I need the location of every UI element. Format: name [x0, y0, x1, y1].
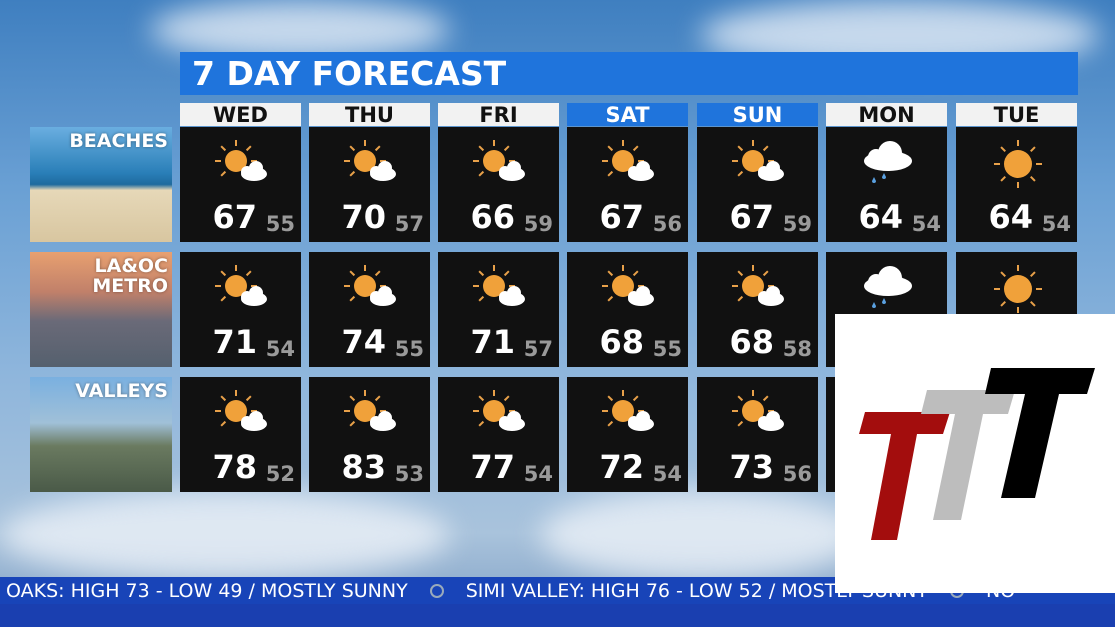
high-temp: 68 [729, 323, 774, 361]
partly-sunny-icon [602, 390, 654, 431]
partly-sunny-icon [215, 140, 267, 181]
forecast-title: 7 DAY FORECAST [180, 52, 1078, 95]
forecast-cell: 77 54 [438, 377, 559, 492]
high-temp: 77 [470, 448, 515, 486]
low-temp: 55 [394, 337, 424, 361]
partly-sunny-icon [473, 140, 525, 181]
high-temp: 67 [729, 198, 774, 236]
bottom-bar [0, 604, 1115, 627]
low-temp: 54 [265, 337, 295, 361]
ttt-logo [835, 314, 1115, 593]
forecast-cell: 83 53 [309, 377, 430, 492]
low-temp: 57 [523, 337, 553, 361]
forecast-cell: 64 54 [826, 127, 947, 242]
partly-sunny-icon [732, 390, 784, 431]
forecast-cell: 71 57 [438, 252, 559, 367]
day-header-fri: FRI [438, 103, 559, 127]
forecast-cell: 68 55 [567, 252, 688, 367]
rain-cloud-icon [864, 141, 912, 183]
low-temp: 54 [523, 462, 553, 486]
forecast-cell: 67 56 [567, 127, 688, 242]
low-temp: 53 [394, 462, 424, 486]
high-temp: 70 [341, 198, 386, 236]
day-header-wed: WED [180, 103, 301, 127]
high-temp: 66 [470, 198, 515, 236]
partly-sunny-icon [602, 265, 654, 306]
region-0: BEACHES [30, 127, 172, 242]
sun-icon [994, 140, 1042, 188]
forecast-cell: 72 54 [567, 377, 688, 492]
partly-sunny-icon [215, 390, 267, 431]
partly-sunny-icon [344, 140, 396, 181]
cbs-eye-icon [429, 584, 444, 598]
high-temp: 67 [212, 198, 257, 236]
high-temp: 71 [470, 323, 515, 361]
low-temp: 54 [652, 462, 682, 486]
low-temp: 56 [652, 212, 682, 236]
ticker-item: SIMI VALLEY: HIGH 76 - LOW 52 / MOSTLY S… [465, 580, 929, 602]
low-temp: 59 [523, 212, 553, 236]
day-header-sat: SAT [567, 103, 688, 127]
rain-cloud-icon [864, 266, 912, 308]
forecast-cell: 70 57 [309, 127, 430, 242]
high-temp: 78 [212, 448, 257, 486]
partly-sunny-icon [344, 390, 396, 431]
forecast-cell: 67 55 [180, 127, 301, 242]
low-temp: 55 [652, 337, 682, 361]
low-temp: 58 [782, 337, 812, 361]
forecast-cell: 64 54 [956, 127, 1077, 242]
high-temp: 74 [341, 323, 386, 361]
day-header-mon: MON [826, 103, 947, 127]
low-temp: 52 [265, 462, 295, 486]
high-temp: 68 [599, 323, 644, 361]
forecast-cell: 68 58 [697, 252, 818, 367]
ticker-item: OAKS: HIGH 73 - LOW 49 / MOSTLY SUNNY [6, 580, 408, 602]
forecast-cell: 74 55 [309, 252, 430, 367]
high-temp: 64 [988, 198, 1033, 236]
low-temp: 54 [911, 212, 941, 236]
region-label: VALLEYS [75, 380, 168, 402]
partly-sunny-icon [473, 390, 525, 431]
partly-sunny-icon [215, 265, 267, 306]
high-temp: 73 [729, 448, 774, 486]
day-header-sun: SUN [697, 103, 818, 127]
partly-sunny-icon [473, 265, 525, 306]
low-temp: 54 [1041, 212, 1071, 236]
partly-sunny-icon [344, 265, 396, 306]
day-header-tue: TUE [956, 103, 1077, 127]
region-2: VALLEYS [30, 377, 172, 492]
partly-sunny-icon [602, 140, 654, 181]
region-1: LA&OC METRO [30, 252, 172, 367]
sun-icon [994, 265, 1042, 313]
low-temp: 59 [782, 212, 812, 236]
low-temp: 57 [394, 212, 424, 236]
high-temp: 64 [858, 198, 903, 236]
day-header-thu: THU [309, 103, 430, 127]
forecast-cell: 78 52 [180, 377, 301, 492]
low-temp: 55 [265, 212, 295, 236]
region-label: BEACHES [69, 130, 168, 152]
low-temp: 56 [782, 462, 812, 486]
partly-sunny-icon [732, 140, 784, 181]
forecast-cell: 71 54 [180, 252, 301, 367]
high-temp: 83 [341, 448, 386, 486]
partly-sunny-icon [732, 265, 784, 306]
forecast-cell: 73 56 [697, 377, 818, 492]
forecast-cell: 67 59 [697, 127, 818, 242]
high-temp: 67 [599, 198, 644, 236]
high-temp: 72 [599, 448, 644, 486]
region-label: LA&OC METRO [92, 255, 168, 297]
high-temp: 71 [212, 323, 257, 361]
forecast-cell: 66 59 [438, 127, 559, 242]
